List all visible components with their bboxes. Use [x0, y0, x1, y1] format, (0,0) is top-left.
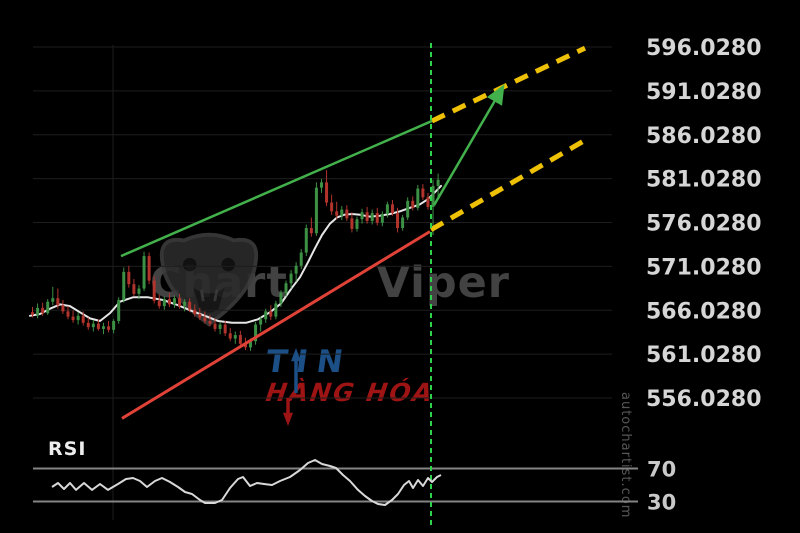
- candlestick: [380, 213, 384, 223]
- candlestick: [426, 197, 430, 207]
- candlestick: [431, 185, 435, 207]
- candlestick: [36, 307, 40, 315]
- candlestick: [314, 187, 318, 234]
- candlestick: [330, 202, 334, 212]
- candlestick: [370, 213, 374, 221]
- candlestick: [390, 204, 394, 214]
- price-axis-label: 591.0280: [646, 80, 762, 105]
- price-axis-label: 556.0280: [646, 387, 762, 412]
- price-axis-label: 566.0280: [646, 299, 762, 324]
- logo-tin-text: TIN: [263, 344, 355, 380]
- autochartist-watermark: autochartist.com: [618, 392, 633, 519]
- candlestick: [340, 209, 344, 216]
- candlestick: [335, 211, 339, 216]
- candlestick: [76, 315, 80, 321]
- watermark-chart-text: Chart: [150, 257, 288, 308]
- price-axis-label: 586.0280: [646, 124, 762, 149]
- price-axis-label: 576.0280: [646, 212, 762, 237]
- candlestick: [101, 326, 105, 329]
- price-axis-label: 581.0280: [646, 168, 762, 193]
- candlestick: [416, 188, 420, 208]
- tin-hang-hoa-watermark: TIN HÀNG HÓA: [263, 344, 437, 407]
- candlestick: [411, 200, 415, 208]
- price-axis-label: 571.0280: [646, 255, 762, 280]
- candlestick: [142, 256, 146, 289]
- candlestick: [436, 179, 440, 186]
- candlestick: [365, 212, 369, 221]
- candlestick: [360, 212, 364, 220]
- candlestick: [61, 305, 65, 312]
- rsi-indicator-label: RSI: [48, 438, 87, 460]
- candlestick: [51, 298, 55, 302]
- candlestick: [319, 182, 323, 188]
- watermark-viper-text: Viper: [376, 257, 510, 308]
- candlestick: [46, 301, 50, 314]
- forecast-arrow: [432, 84, 505, 206]
- price-axis-label: 596.0280: [646, 36, 762, 61]
- candlestick: [41, 307, 45, 314]
- candlestick: [325, 182, 329, 203]
- candlestick: [421, 188, 425, 198]
- candlestick: [406, 200, 410, 218]
- candlestick: [243, 343, 247, 348]
- candlestick: [81, 315, 85, 323]
- price-axis-label: 561.0280: [646, 343, 762, 368]
- candlestick: [31, 312, 34, 315]
- candlestick: [56, 298, 60, 306]
- candlestick: [71, 316, 75, 321]
- rsi-level-label: 30: [647, 491, 676, 515]
- candlestick: [132, 284, 136, 294]
- candlestick: [117, 299, 121, 322]
- candlestick: [137, 288, 141, 294]
- candlestick: [396, 213, 400, 229]
- candlestick: [385, 204, 389, 214]
- candlestick: [91, 323, 95, 328]
- candlestick: [86, 322, 90, 328]
- candlestick: [401, 217, 405, 229]
- candlestick: [249, 341, 253, 348]
- candlestick: [345, 209, 349, 219]
- candlestick: [375, 213, 379, 223]
- candlestick: [112, 321, 116, 330]
- rsi-level-label: 70: [647, 458, 676, 482]
- candlestick: [96, 323, 100, 329]
- candlestick: [127, 271, 131, 285]
- candlestick: [122, 271, 126, 300]
- chartviper-watermark: Chart Viper: [150, 228, 510, 338]
- candlestick: [66, 311, 70, 317]
- logo-hang-hoa-text: HÀNG HÓA: [264, 377, 437, 407]
- candlestick: [107, 326, 111, 330]
